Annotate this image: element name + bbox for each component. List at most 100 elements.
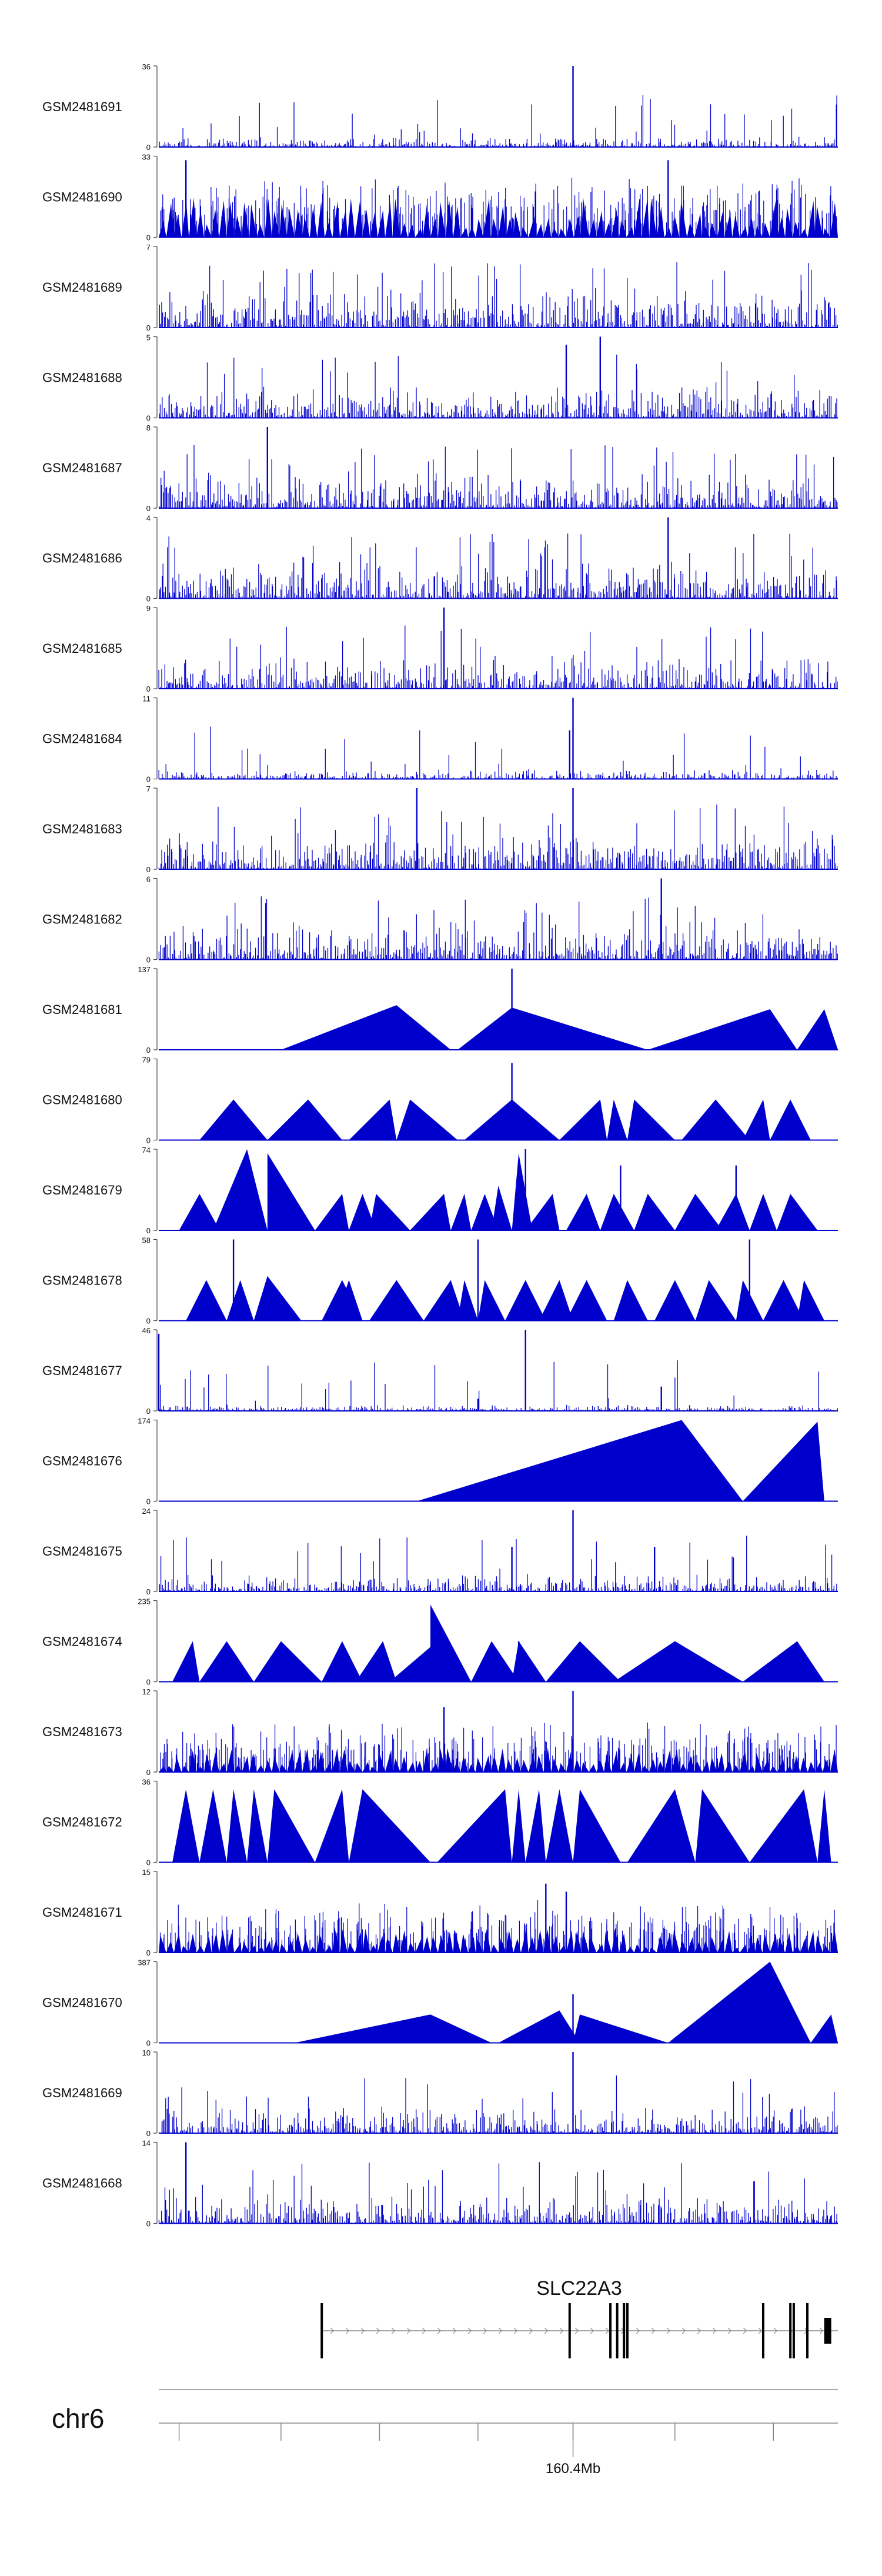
coverage-triangle [749,1789,818,1863]
coverage-peak [511,1510,656,1591]
track-label: GSM2481683 [42,822,122,836]
coverage-triangle [654,1280,696,1321]
gene-label: SLC22A3 [536,2277,622,2300]
coverage-bars [158,896,838,960]
track-GSM2481690: GSM2481690 33 0 [42,153,838,242]
chromosome-label: chr6 [52,2403,104,2434]
track-GSM2481683: GSM2481683 7 0 [42,785,838,874]
coverage-triangle [280,1005,451,1050]
track-label: GSM2481684 [42,732,122,746]
coverage-bars [159,1900,835,1953]
coverage-area [159,1928,838,1953]
coverage-triangle [743,1099,770,1140]
y-min-label: 0 [146,143,151,152]
y-max-label: 10 [142,2048,151,2057]
coverage-peak [443,1691,574,1772]
track-label: GSM2481680 [42,1093,122,1107]
coverage-bars [159,445,838,508]
coverage-triangle [525,1789,546,1863]
coverage-triangle [546,1641,621,1682]
coverage-area [159,197,838,238]
coverage-triangle [600,1193,634,1230]
strand-arrows [330,2327,824,2334]
y-min-label: 0 [146,504,151,513]
coverage-bars [160,1722,837,1772]
coverage-triangle [172,1641,200,1682]
y-min-label: 0 [146,233,151,242]
coverage-triangle [199,1789,227,1863]
coverage-triangle [634,1193,675,1230]
track-label: GSM2481681 [42,1002,122,1017]
coverage-triangle [647,1009,797,1050]
track-label: GSM2481686 [42,551,122,566]
y-max-label: 74 [142,1146,151,1154]
track-GSM2481671: GSM2481671 15 0 [42,1868,838,1957]
exon [320,2303,323,2358]
coverage-triangle [525,1193,560,1230]
track-label: GSM2481674 [42,1634,122,1649]
track-label: GSM2481669 [42,2086,122,2100]
y-max-label: 36 [142,62,151,71]
coverage-bars [159,95,837,147]
coverage-triangle [512,1153,533,1230]
coverage-triangle [450,1193,472,1230]
exon [609,2303,612,2358]
y-max-label: 7 [146,243,151,252]
coverage-triangle [179,1193,220,1230]
coverage-bars [158,2162,837,2224]
coverage-triangle [512,1641,546,1682]
y-max-label: 58 [142,1236,151,1245]
track-GSM2481688: GSM2481688 5 0 [42,333,838,423]
coverage-triangle [423,1280,465,1321]
coverage-triangle [410,1193,451,1230]
coverage-triangle [471,1641,519,1682]
coverage-triangle [695,1280,736,1321]
track-GSM2481672: GSM2481672 36 0 [42,1778,838,1867]
y-max-label: 24 [142,1507,151,1516]
coverage-triangle [322,1641,363,1682]
coverage-triangle [295,2014,492,2043]
coverage-triangle [457,1007,648,1050]
track-label: GSM2481677 [42,1363,122,1378]
coverage-peak [232,1239,750,1321]
coverage-triangle [437,1789,512,1863]
coverage-triangle [498,2010,580,2043]
exon [789,2303,792,2358]
y-min-label: 0 [146,865,151,874]
coverage-bars [158,625,838,689]
track-label: GSM2481672 [42,1815,122,1830]
coverage-triangle [743,1422,824,1501]
coverage-triangle [416,1420,743,1501]
y-max-label: 11 [143,695,151,703]
coverage-bars [159,1360,838,1411]
coverage-area [159,1747,838,1772]
coverage-triangle [492,1186,512,1230]
coverage-triangle [607,1099,627,1140]
track-GSM2481682: GSM2481682 6 0 [42,875,838,965]
y-max-label: 235 [138,1597,151,1606]
coverage-peak [524,1149,737,1230]
coverage-triangle [512,1789,526,1863]
genome-axis: 160.4Mb [159,2389,838,2477]
y-min-label: 0 [146,685,151,693]
coverage-triangle [199,1099,268,1140]
track-label: GSM2481668 [42,2176,122,2191]
track-GSM2481691: GSM2481691 36 0 [42,62,838,152]
y-min-label: 0 [146,1136,151,1145]
y-min-label: 0 [146,2129,151,2138]
y-max-label: 15 [142,1868,151,1877]
coverage-triangle [613,1641,743,1682]
coverage-triangle [199,1641,254,1682]
coverage-triangle [315,1789,349,1863]
y-min-label: 0 [146,1497,151,1506]
coverage-triangle [213,1149,268,1230]
coverage-triangle [315,1193,349,1230]
coverage-bars [160,178,837,238]
coverage-triangle [749,1193,777,1230]
y-min-label: 0 [146,323,151,332]
coverage-triangle [743,1641,824,1682]
coverage-triangle [627,1099,675,1140]
coverage-bars [159,1536,837,1591]
coverage-triangle [247,1789,268,1863]
